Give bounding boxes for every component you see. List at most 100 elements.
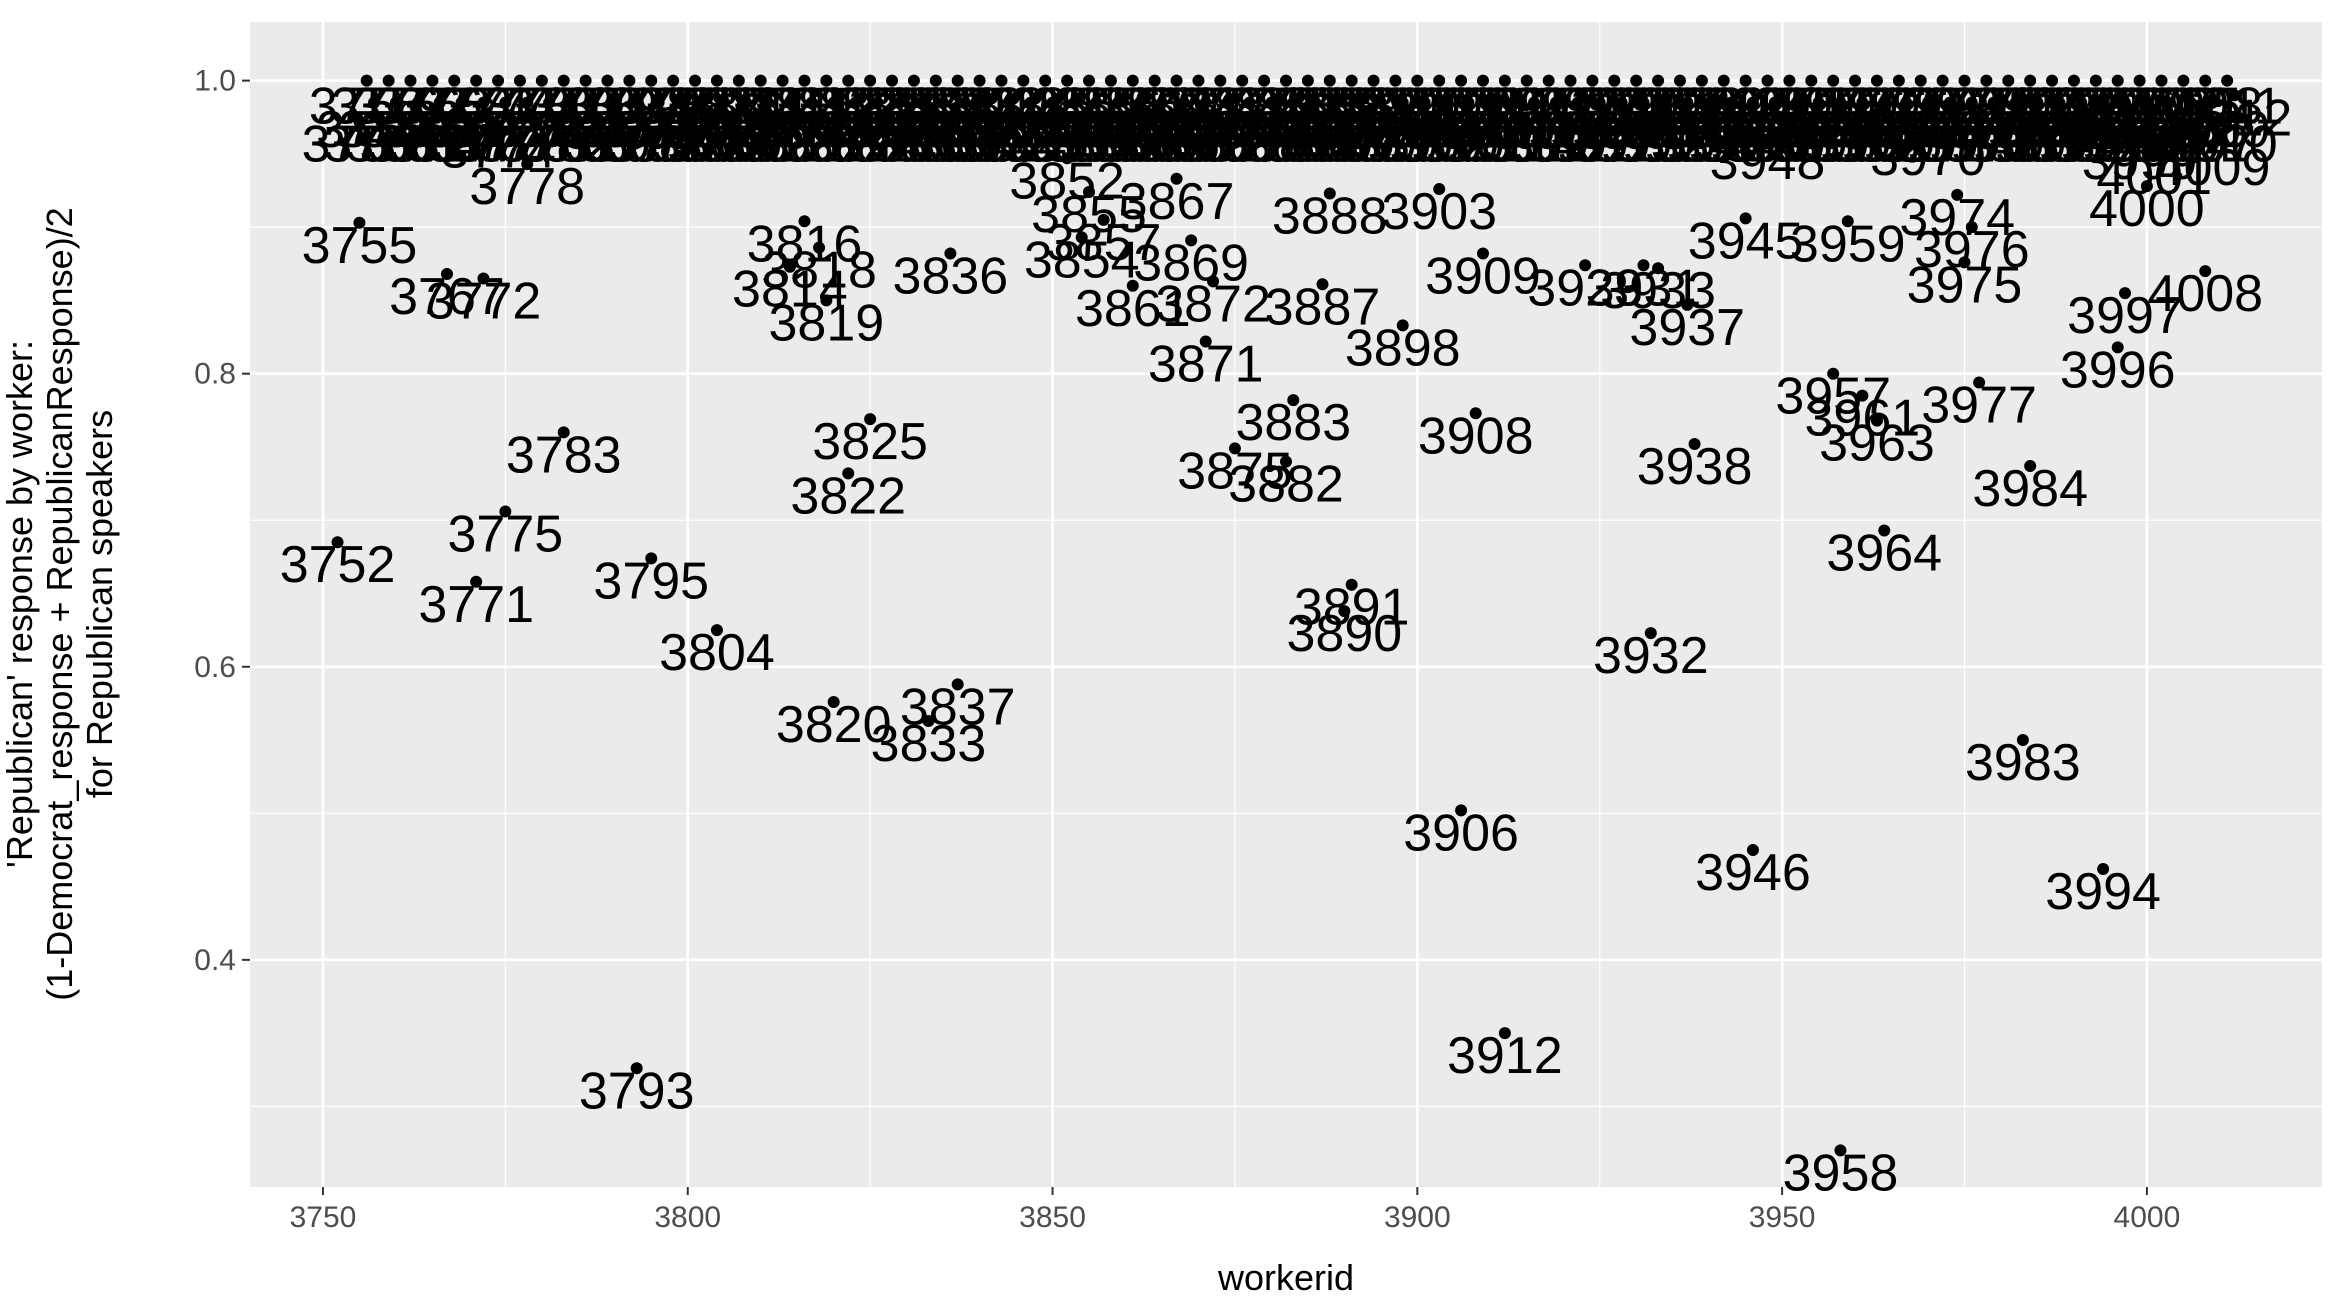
point-label: 3978 [1929, 78, 2045, 136]
data-point [433, 96, 446, 109]
data-point [1447, 115, 1460, 128]
point-label: 3783 [506, 78, 622, 136]
data-point [659, 115, 672, 128]
data-point [1958, 74, 1971, 87]
point-label: 3962 [1812, 116, 1928, 174]
data-point [1265, 96, 1278, 109]
point-label: 3947 [1702, 116, 1818, 174]
point-label: 3832 [863, 101, 979, 159]
point-label: 3861 [1075, 280, 1191, 338]
data-point [1659, 96, 1672, 109]
point-label: 3912 [1447, 1027, 1563, 1085]
point-label: 3769 [404, 101, 520, 159]
data-point [1440, 96, 1453, 109]
data-point [973, 74, 986, 87]
point-label: 3809 [696, 116, 812, 174]
data-point [2082, 115, 2095, 128]
point-label: 3868 [1126, 101, 1242, 159]
point-label: 3778 [469, 158, 585, 216]
point-label: 3785 [520, 116, 636, 174]
data-point [732, 74, 745, 87]
point-label: 4010 [2162, 116, 2278, 174]
data-point [506, 115, 519, 128]
data-point [747, 115, 760, 128]
point-label: 3801 [637, 78, 753, 136]
point-label: 4004 [2118, 116, 2234, 174]
point-label: 3822 [790, 467, 906, 525]
point-label: 3904 [1389, 101, 1505, 159]
data-point [1010, 115, 1023, 128]
data-point [2097, 96, 2110, 109]
point-label: 3920 [1505, 116, 1621, 174]
grid [250, 22, 2322, 1187]
data-point [1228, 442, 1241, 455]
data-point [2199, 265, 2212, 278]
data-point [630, 96, 643, 109]
point-label: 3911 [1442, 116, 1554, 174]
point-label: 3888 [1272, 187, 1388, 245]
point-label: 3953 [1746, 116, 1862, 174]
point-label: 4001 [2096, 116, 2212, 174]
data-point [667, 74, 680, 87]
point-label: 3837 [900, 678, 1016, 736]
point-label: 3857 [1046, 214, 1162, 272]
point-label: 3880 [1214, 101, 1330, 159]
data-point [1053, 115, 1066, 128]
data-point [820, 74, 833, 87]
data-point [1870, 74, 1883, 87]
point-label: 3987 [1994, 78, 2110, 136]
data-point [513, 74, 526, 87]
data-point [1907, 115, 1920, 128]
data-point [1476, 74, 1489, 87]
data-point [871, 96, 884, 109]
data-point [1287, 394, 1300, 407]
data-point [718, 96, 731, 109]
point-label: 3992 [2031, 116, 2147, 174]
data-point [1681, 298, 1694, 311]
point-label: 3977 [1921, 376, 2037, 434]
point-label: 3766 [382, 101, 498, 159]
point-label: 3908 [1418, 116, 1534, 174]
point-label: 3905 [1396, 116, 1512, 174]
point-label: 3757 [316, 101, 432, 159]
data-point [2221, 74, 2234, 87]
point-label: 3844 [951, 101, 1067, 159]
point-label: 3774 [440, 78, 556, 136]
data-point [827, 96, 840, 109]
data-point [397, 115, 410, 128]
data-point [1900, 96, 1913, 109]
point-label: 3850 [995, 101, 1111, 159]
point-label: 3774 [440, 122, 556, 180]
data-point [1498, 1027, 1511, 1040]
data-point [929, 74, 942, 87]
data-point [477, 96, 490, 109]
point-label: 3891 [1294, 579, 1410, 637]
point-label: 3932 [1593, 627, 1709, 685]
data-point [2228, 89, 2241, 102]
data-point [1973, 115, 1986, 128]
data-point [2016, 115, 2029, 128]
point-label: 3897 [1338, 78, 1454, 136]
point-label: 3775 [448, 505, 564, 563]
data-point [1097, 213, 1110, 226]
data-point [988, 115, 1001, 128]
y-tick-label: 0.8 [194, 358, 236, 391]
point-label: 3833 [871, 715, 987, 773]
data-point [1236, 74, 1249, 87]
point-label: 3955 [1761, 101, 1877, 159]
data-point [2009, 96, 2022, 109]
data-point [1710, 115, 1723, 128]
point-label: 3848 [980, 116, 1096, 174]
data-point [2206, 96, 2219, 109]
point-label: 3822 [790, 78, 906, 136]
point-label: 3945 [1688, 78, 1804, 136]
point-label: 3797 [608, 116, 724, 174]
data-point [1652, 74, 1665, 87]
point-label: 3818 [761, 116, 877, 174]
point-label: 3847 [973, 101, 1089, 159]
data-point [1301, 74, 1314, 87]
point-label: 3772 [426, 272, 542, 330]
point-label: 3839 [914, 116, 1030, 174]
data-point [2060, 115, 2073, 128]
data-point [1207, 275, 1220, 288]
